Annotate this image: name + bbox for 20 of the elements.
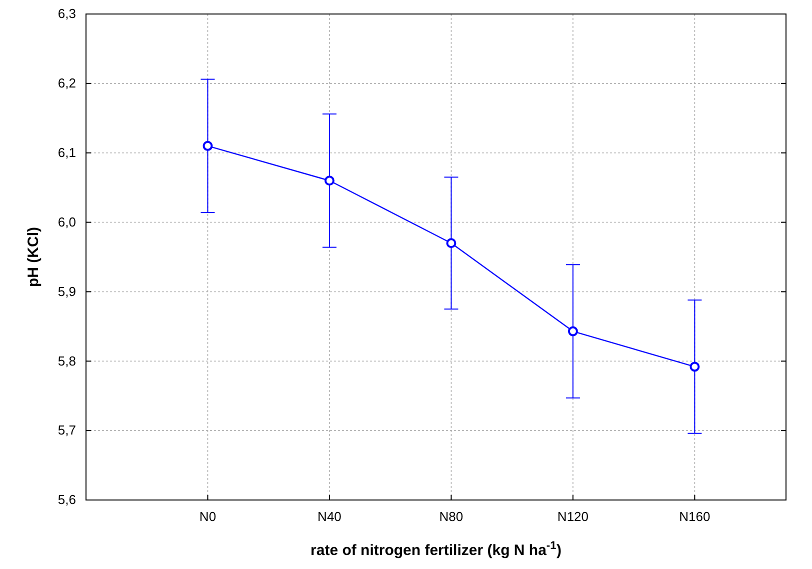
y-tick-label: 6,3 [58, 6, 76, 22]
point [202, 140, 213, 151]
y-tick-label: 6,2 [58, 76, 76, 91]
x-tick-label: N160 [679, 509, 710, 524]
y-axis-title: pH (KCl) [25, 227, 42, 287]
y-tick-label: 5,6 [58, 492, 76, 508]
x-tick-label: N120 [557, 509, 588, 524]
point [690, 362, 700, 372]
x-tick-label: N0 [199, 509, 216, 524]
point [446, 238, 456, 248]
y-tick-label: 5,8 [58, 353, 76, 368]
y-tick-label: 5,9 [58, 284, 76, 299]
y-tick-label: 5,7 [58, 422, 76, 438]
x-axis-title: rate of nitrogen fertilizer (kg N ha$^{-1}$) [310, 540, 562, 559]
x-tick-label: N80 [439, 509, 464, 524]
x-tick-label: N40 [318, 509, 342, 524]
y-tick-label: 6,1 [58, 145, 76, 160]
point [568, 326, 578, 336]
point [324, 176, 334, 186]
y-tick-label: 6,0 [58, 214, 76, 230]
